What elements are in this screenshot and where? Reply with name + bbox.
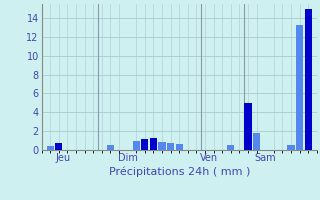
Bar	[158, 142, 166, 150]
Bar	[141, 139, 148, 150]
Bar	[132, 141, 140, 150]
Bar	[253, 133, 260, 150]
Bar	[46, 146, 54, 150]
Bar	[167, 143, 174, 150]
Bar	[244, 103, 252, 150]
Bar	[55, 143, 62, 150]
Bar	[287, 145, 295, 150]
Bar	[296, 25, 303, 150]
Bar	[107, 145, 114, 150]
Bar	[150, 138, 157, 150]
Bar	[305, 9, 312, 150]
X-axis label: Précipitations 24h ( mm ): Précipitations 24h ( mm )	[108, 167, 250, 177]
Bar	[176, 144, 183, 150]
Bar	[227, 145, 235, 150]
